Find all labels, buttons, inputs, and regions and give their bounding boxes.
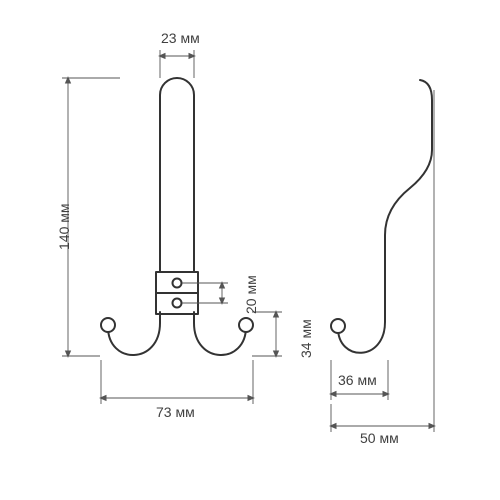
dim-hole-spacing: 20 мм bbox=[243, 275, 259, 314]
dim-side-hook: 36 мм bbox=[338, 372, 377, 388]
dim-hook-height: 34 мм bbox=[298, 319, 314, 358]
technical-drawing: 23 мм 140 мм 73 мм 20 мм 34 мм 36 мм 50 … bbox=[0, 0, 500, 500]
front-view bbox=[101, 78, 253, 355]
dim-side-depth: 50 мм bbox=[360, 430, 399, 446]
side-view bbox=[331, 80, 432, 353]
dim-top-width: 23 мм bbox=[161, 30, 200, 46]
dim-base-width: 73 мм bbox=[156, 404, 195, 420]
drawing-svg bbox=[0, 0, 500, 500]
dim-height: 140 мм bbox=[56, 204, 72, 251]
